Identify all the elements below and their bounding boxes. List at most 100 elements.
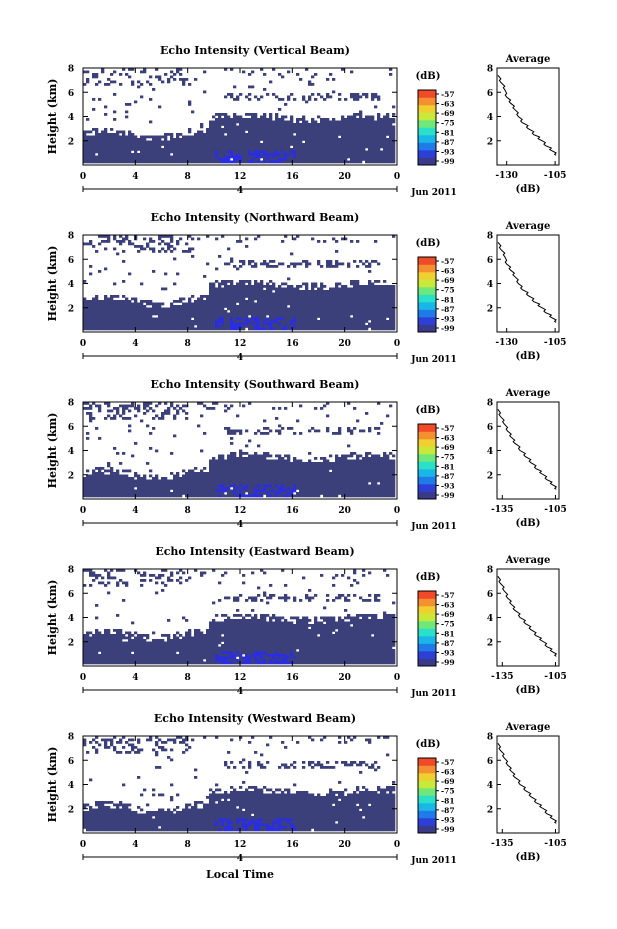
heatmap-cell <box>302 302 306 306</box>
heatmap-cell <box>242 462 246 465</box>
heatmap-cell <box>350 310 354 313</box>
heatmap-cell <box>251 155 255 159</box>
heatmap-cell <box>326 158 330 161</box>
heatmap-cell <box>371 477 375 480</box>
heatmap-cell <box>362 322 366 326</box>
heatmap-cell <box>386 302 390 306</box>
heatmap-cell <box>389 300 393 303</box>
heatmap-cell <box>287 459 291 463</box>
heatmap-cell <box>281 479 285 483</box>
heatmap-cell <box>326 140 330 144</box>
heatmap-cell <box>206 327 210 331</box>
heatmap-cell <box>257 143 261 146</box>
heatmap-cell <box>218 255 222 258</box>
heatmap-cell <box>269 123 273 126</box>
heatmap-cell <box>152 143 156 146</box>
heatmap-cell <box>284 292 288 296</box>
heatmap-cell <box>248 477 252 480</box>
heatmap-cell <box>206 235 210 238</box>
heatmap-cell <box>317 472 321 475</box>
heatmap-cell <box>335 295 339 298</box>
heatmap-cell <box>239 312 243 316</box>
heatmap-cell <box>296 482 300 485</box>
heatmap-cell <box>335 482 339 485</box>
heatmap-cell <box>182 317 186 321</box>
heatmap-cell <box>392 310 396 313</box>
heatmap-cell <box>350 150 354 154</box>
heatmap-cell <box>278 459 282 463</box>
heatmap-cell <box>200 307 204 311</box>
heatmap-cell <box>257 285 261 288</box>
heatmap-cell <box>140 320 144 323</box>
heatmap-cell <box>332 472 336 475</box>
heatmap-cell <box>125 307 129 311</box>
heatmap-cell <box>239 452 243 455</box>
heatmap-cell <box>374 312 378 316</box>
heatmap-cell <box>254 130 258 134</box>
heatmap-cell <box>332 150 336 154</box>
heatmap-cell <box>245 133 249 136</box>
heatmap-cell <box>356 454 360 458</box>
heatmap-cell <box>203 145 207 149</box>
heatmap-cell <box>158 148 162 151</box>
heatmap-cell <box>371 160 375 164</box>
heatmap-cell <box>86 482 90 485</box>
heatmap-cell <box>182 479 186 483</box>
heatmap-cell <box>221 479 225 483</box>
heatmap-cell <box>122 479 126 483</box>
heatmap-cell <box>92 305 96 308</box>
heatmap-cell <box>347 462 351 465</box>
colorbar-frame <box>417 89 437 166</box>
heatmap-cell <box>116 477 120 480</box>
heatmap-cell <box>275 484 279 488</box>
heatmap-cell <box>206 158 210 161</box>
heatmap-cell <box>374 472 378 475</box>
heatmap-cell <box>155 307 159 311</box>
heatmap-cell <box>98 153 102 156</box>
heatmap-cell <box>104 247 108 251</box>
heatmap-cell <box>323 145 327 149</box>
heatmap-cell <box>191 302 195 306</box>
heatmap-cell <box>206 262 210 266</box>
heatmap-cell <box>158 140 162 144</box>
heatmap-cell <box>119 317 123 321</box>
heatmap-cell <box>278 424 282 428</box>
heatmap-cell <box>245 140 249 144</box>
heatmap-cell <box>86 307 90 311</box>
heatmap-cell <box>290 153 294 156</box>
heatmap-cell <box>311 160 315 164</box>
heatmap-cell <box>137 153 141 156</box>
heatmap-cell <box>164 73 168 76</box>
heatmap-cell <box>335 133 339 136</box>
heatmap-cell <box>86 135 90 139</box>
heatmap-cell <box>281 320 285 323</box>
heatmap-cell <box>179 477 183 480</box>
heatmap-cell <box>263 472 267 475</box>
heatmap-cell <box>230 120 234 124</box>
heatmap-cell <box>200 160 204 164</box>
heatmap-cell <box>128 140 132 144</box>
x-tick-label: 4 <box>132 339 138 349</box>
heatmap-cell <box>218 462 222 465</box>
heatmap-cell <box>260 307 264 311</box>
heatmap-cell <box>278 469 282 473</box>
heatmap-cell <box>371 120 375 124</box>
heatmap-cell <box>260 322 264 326</box>
heatmap-cell <box>341 148 345 151</box>
heatmap-cell <box>224 409 228 413</box>
heatmap-cell <box>356 469 360 473</box>
heatmap-cell <box>266 145 270 149</box>
heatmap-cell <box>104 143 108 146</box>
heatmap-cell <box>167 148 171 151</box>
heatmap-cell <box>176 158 180 161</box>
heatmap-cell <box>125 417 129 420</box>
heatmap-cell <box>365 290 369 293</box>
heatmap-cell <box>200 295 204 298</box>
heatmap-cell <box>365 130 369 134</box>
heatmap-cell <box>173 417 177 420</box>
heatmap-cell <box>149 150 153 154</box>
heatmap-cell <box>323 285 327 288</box>
heatmap-cell <box>224 138 228 141</box>
heatmap-cell <box>347 305 351 308</box>
heatmap-cell <box>236 297 240 301</box>
